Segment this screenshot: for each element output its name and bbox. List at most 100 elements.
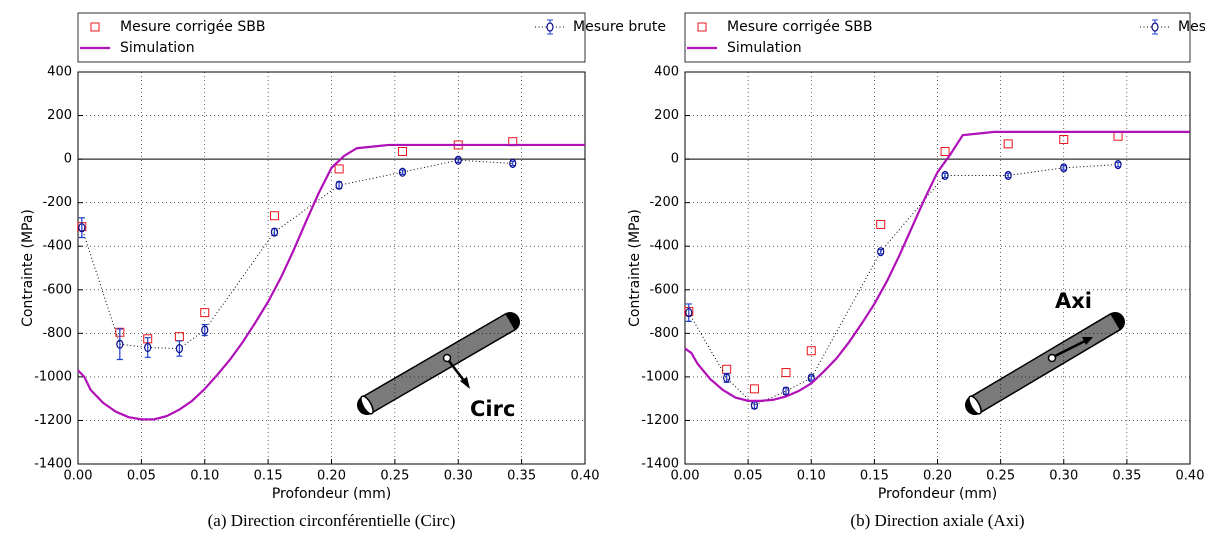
marker xyxy=(144,342,152,353)
panel: -1400 -1200 -1000 -800 -600 -400 -200 0 200 400 0.… xyxy=(20,12,666,530)
error-bar xyxy=(877,248,884,255)
brute-line xyxy=(688,164,1119,406)
legend-label: Mesure corrigée SBB xyxy=(120,19,265,35)
x-tick-label: 0.05 xyxy=(734,469,763,484)
plot-frame xyxy=(684,71,1191,465)
y-tick-label: -1200 xyxy=(34,413,72,428)
x-tick-label: 0.35 xyxy=(1112,469,1141,484)
legend-box xyxy=(77,12,586,63)
x-tick-label: 0.15 xyxy=(860,469,889,484)
marker xyxy=(941,170,949,181)
y-tick-label: 0 xyxy=(671,152,679,167)
marker xyxy=(270,227,279,237)
panel: -1400 -1200 -1000 -800 -600 -400 -200 0 200 400 0.… xyxy=(627,12,1205,530)
x-tick-label: 0.30 xyxy=(1049,469,1078,484)
legend-box xyxy=(684,12,1191,63)
marker xyxy=(877,247,885,257)
legend-label: Simulation xyxy=(120,40,195,56)
legend-label: Simulation xyxy=(727,40,802,56)
y-tick-label: -400 xyxy=(42,239,72,254)
error-bar xyxy=(808,375,815,381)
x-tick-label: 0.40 xyxy=(1176,469,1205,484)
marker xyxy=(335,180,343,190)
x-tick-label: 0.35 xyxy=(507,469,536,484)
error-bar xyxy=(116,328,123,361)
legend-label: Mesure brute xyxy=(573,19,666,35)
caption: (a) Direction circonférentielle (Circ) xyxy=(208,511,456,530)
legend-label: Mesure corrigée SBB xyxy=(727,19,872,35)
y-tick-label: -1000 xyxy=(34,369,72,384)
marker xyxy=(940,146,950,156)
marker xyxy=(1004,170,1012,181)
annotation: Axi xyxy=(1055,289,1092,313)
x-tick-label: 0.10 xyxy=(190,469,219,484)
x-tick-label: 0.40 xyxy=(571,469,600,484)
marker xyxy=(174,332,184,342)
x-axis-label: Profondeur (mm) xyxy=(272,486,391,502)
error-bar xyxy=(685,303,692,322)
marker xyxy=(454,155,462,165)
error-bar xyxy=(1005,172,1012,179)
marker xyxy=(782,386,790,396)
y-tick-label: -200 xyxy=(649,195,679,210)
x-tick-label: 0.05 xyxy=(127,469,156,484)
legend-swatch xyxy=(90,22,100,32)
legend-swatch xyxy=(697,22,707,32)
y-tick-label: -1400 xyxy=(641,457,679,472)
error-bar xyxy=(78,217,85,239)
marker xyxy=(78,223,86,233)
error-bar xyxy=(509,160,516,167)
x-tick-label: 0.15 xyxy=(254,469,283,484)
marker xyxy=(723,373,731,383)
marker xyxy=(269,211,279,221)
x-tick-label: 0.10 xyxy=(797,469,826,484)
marker xyxy=(1003,139,1013,149)
y-tick-label: -1200 xyxy=(641,413,679,428)
brute-line xyxy=(81,159,513,350)
legend-swatch xyxy=(546,22,554,32)
marker xyxy=(1114,159,1122,170)
x-tick-label: 0.20 xyxy=(317,469,346,484)
y-tick-label: -800 xyxy=(649,326,679,341)
y-tick-label: 200 xyxy=(47,108,72,123)
y-tick-label: -400 xyxy=(649,239,679,254)
simulation-line xyxy=(684,130,1190,402)
marker xyxy=(749,384,759,394)
marker xyxy=(685,308,693,318)
error-bar xyxy=(942,172,949,179)
marker xyxy=(200,308,210,318)
y-tick-label: -1000 xyxy=(641,369,679,384)
marker xyxy=(1060,163,1068,173)
caption: (b) Direction axiale (Axi) xyxy=(850,511,1024,530)
legend-swatch xyxy=(1151,22,1159,32)
y-tick-label: -600 xyxy=(42,282,72,297)
marker xyxy=(876,219,886,229)
cylinder-axi xyxy=(965,312,1125,415)
error-bar xyxy=(144,337,151,358)
y-tick-label: 200 xyxy=(654,108,679,123)
error-bar xyxy=(1060,165,1067,171)
marker xyxy=(201,325,209,335)
marker xyxy=(334,164,344,174)
error-bar xyxy=(1115,161,1122,168)
marker xyxy=(509,158,517,169)
simulation-line xyxy=(77,143,585,421)
y-tick-label: -1400 xyxy=(34,457,72,472)
legend-label: Mesure brute xyxy=(1178,19,1205,35)
x-tick-label: 0.25 xyxy=(380,469,409,484)
annotation: Circ xyxy=(470,397,515,421)
y-axis-label: Contrainte (MPa) xyxy=(20,209,36,327)
y-tick-label: 0 xyxy=(64,152,72,167)
x-tick-label: 0.00 xyxy=(64,469,93,484)
cylinder-circ xyxy=(357,312,520,415)
y-tick-label: 400 xyxy=(47,65,72,80)
marker xyxy=(398,167,407,177)
plot-frame xyxy=(77,71,586,465)
marker xyxy=(1059,135,1069,145)
marker xyxy=(722,364,732,374)
x-tick-label: 0.20 xyxy=(923,469,952,484)
y-tick-label: 400 xyxy=(654,65,679,80)
y-tick-label: -800 xyxy=(42,326,72,341)
x-tick-label: 0.00 xyxy=(671,469,700,484)
